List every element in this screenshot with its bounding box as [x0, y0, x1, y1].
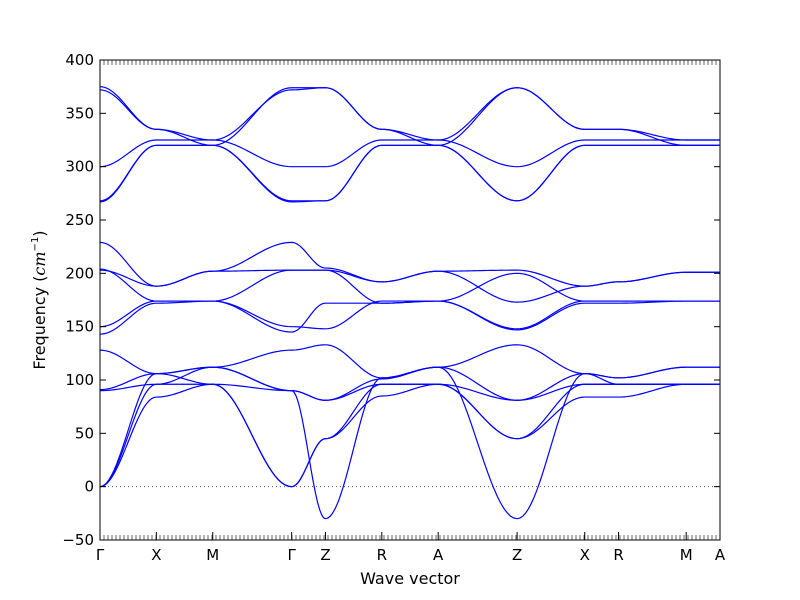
x-tick-label: Γ: [287, 546, 296, 564]
x-tick-label: R: [377, 546, 387, 564]
x-tick-label: X: [151, 546, 161, 564]
plot-frame: [99, 59, 721, 541]
x-tick-label: X: [580, 546, 590, 564]
y-tick-label: 400: [65, 51, 94, 69]
phonon-branch-1: [99, 383, 720, 488]
x-tick-label: A: [715, 546, 726, 564]
x-axis-label: Wave vector: [360, 569, 460, 588]
plot-area: [99, 86, 720, 520]
x-tick-label: Z: [320, 546, 330, 564]
y-tick-label: 0: [84, 478, 94, 496]
phonon-branch-6: [99, 349, 720, 520]
x-tick-label: Γ: [96, 546, 105, 564]
y-tick-label: 300: [65, 158, 94, 176]
y-tick-label: 200: [65, 264, 94, 282]
y-tick-label: −50: [62, 531, 94, 549]
x-tick-label: A: [433, 546, 444, 564]
phonon-branch-16: [99, 86, 720, 146]
x-tick-label: Z: [512, 546, 522, 564]
axes: −50 0 50 100 150 200 250 300 350 400 Γ X M Γ Z R A Z X R M A: [62, 51, 726, 564]
y-axis-label: Frequency (cm−1): [30, 230, 49, 369]
phonon-branch-5: [99, 372, 720, 401]
x-tick-label: M: [680, 546, 693, 564]
y-tick-label: 100: [65, 371, 94, 389]
y-tick-label: 250: [65, 211, 94, 229]
phonon-branch-14: [99, 139, 720, 168]
phonon-branch-13: [99, 144, 720, 202]
y-tick-label: 150: [65, 318, 94, 336]
phonon-branch-11: [99, 241, 720, 303]
y-tick-label: 350: [65, 104, 94, 122]
y-tick-label: 50: [75, 424, 94, 442]
x-tick-label: M: [206, 546, 219, 564]
x-tick-label: R: [613, 546, 623, 564]
phonon-branch-10: [99, 268, 720, 304]
